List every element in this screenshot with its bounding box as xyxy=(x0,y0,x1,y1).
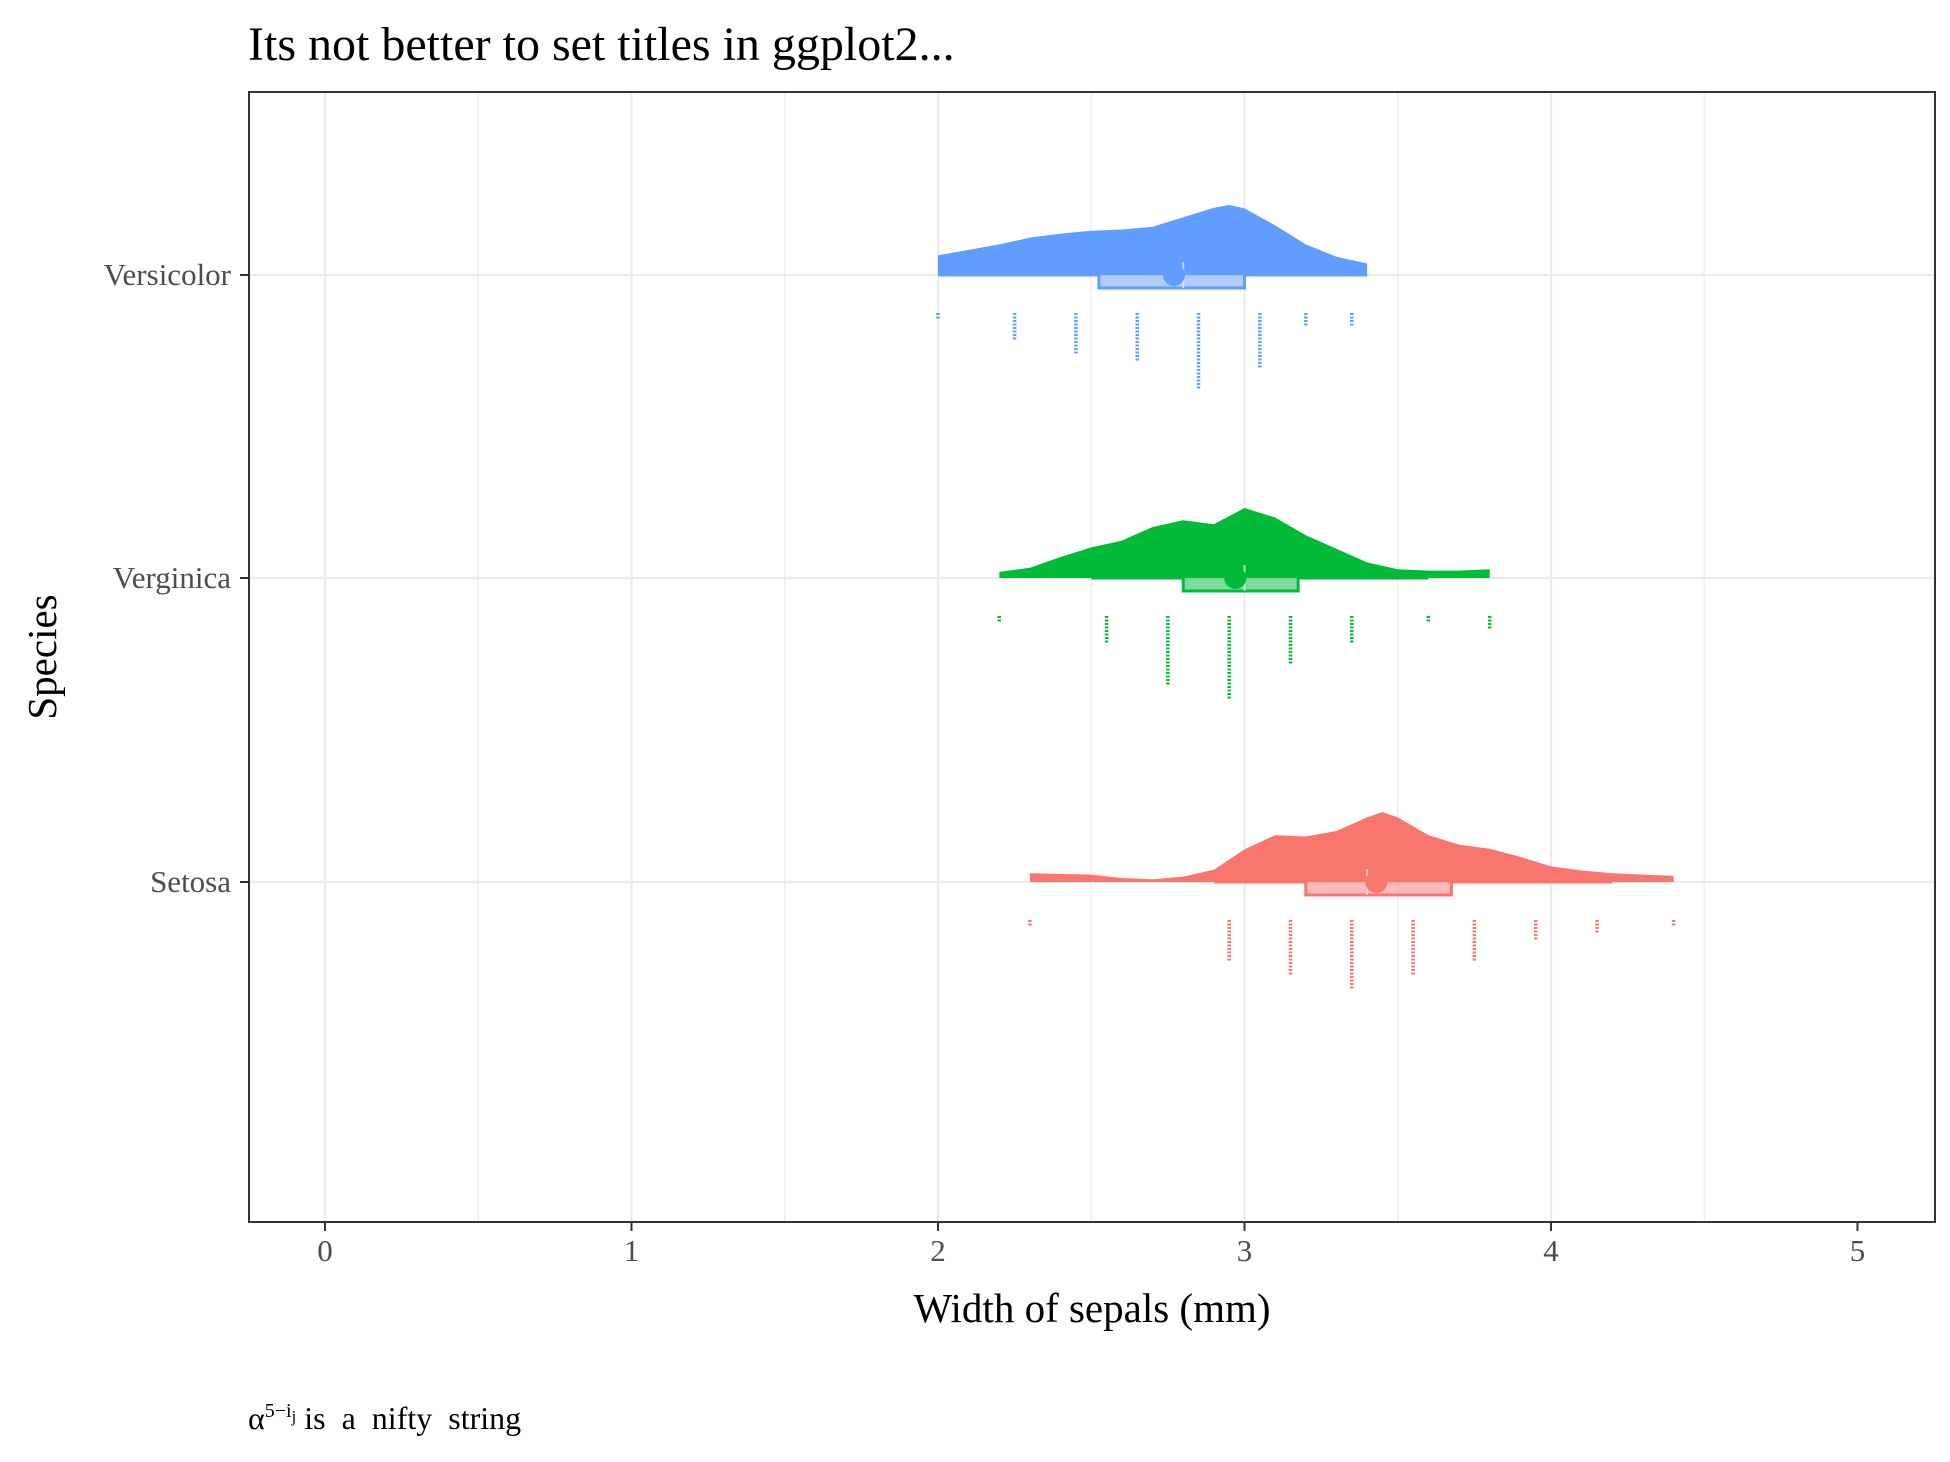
x-tick-label: 2 xyxy=(930,1233,946,1268)
y-tick-label: Setosa xyxy=(150,864,231,899)
series-versicolor xyxy=(936,205,1368,390)
y-axis-title: Species xyxy=(19,594,65,719)
density-cloud xyxy=(999,508,1490,578)
caption-text: is a nifty string xyxy=(296,1400,522,1436)
caption-subscript: j xyxy=(291,1407,297,1427)
data-marks xyxy=(936,205,1676,990)
x-axis: 0 1 2 3 4 5 xyxy=(317,1222,1865,1268)
y-tick-label: Verginica xyxy=(113,560,231,595)
mean-point xyxy=(1365,871,1388,893)
y-axis: Setosa Verginica Versicolor xyxy=(104,257,249,899)
x-axis-title: Width of sepals (mm) xyxy=(913,1285,1270,1331)
density-cloud xyxy=(938,205,1368,275)
x-tick-label: 0 xyxy=(317,1233,333,1268)
caption-superscript: 5−ij xyxy=(264,1400,296,1426)
x-tick-label: 1 xyxy=(624,1233,640,1268)
x-tick-label: 5 xyxy=(1850,1233,1866,1268)
chart-title: Its not better to set titles in ggplot2.… xyxy=(248,18,955,71)
density-cloud xyxy=(1029,812,1674,882)
series-setosa xyxy=(1028,812,1676,990)
series-verginica xyxy=(997,508,1492,700)
mean-point xyxy=(1163,264,1186,286)
mean-point xyxy=(1224,567,1247,589)
x-tick-label: 3 xyxy=(1237,1233,1253,1268)
y-tick-label: Versicolor xyxy=(104,257,232,292)
plot-border xyxy=(248,91,1936,1223)
x-tick-label: 4 xyxy=(1543,1233,1559,1268)
plot-background xyxy=(249,92,1935,1222)
caption-superscript-text: 5−i xyxy=(264,1400,292,1423)
caption: α5−ij is a nifty string xyxy=(248,1400,521,1437)
caption-base: α xyxy=(248,1400,265,1436)
